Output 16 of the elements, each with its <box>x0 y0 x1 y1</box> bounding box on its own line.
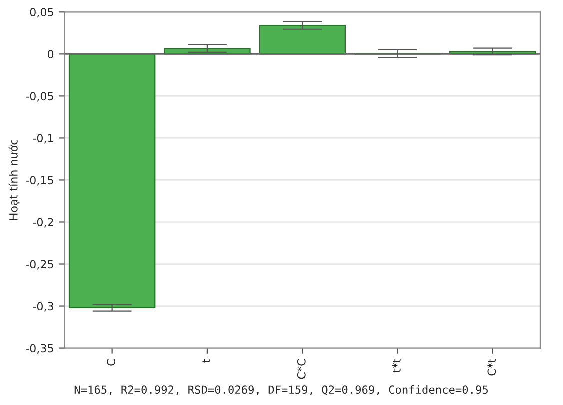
y-tick-label: -0,1 <box>33 134 54 144</box>
x-tick-label: C <box>107 359 116 366</box>
y-tick-label: -0,25 <box>26 260 54 270</box>
text: N=165, R2=0.992, RSD=0.0269, DF=159, Q2=0.969, Confidence=0.95 <box>74 385 488 396</box>
y-tick-label: -0,2 <box>33 218 54 228</box>
y-tick-label: -0,05 <box>26 92 54 102</box>
x-tick-label: t <box>202 358 211 363</box>
y-tick-label: 0 <box>48 50 54 59</box>
y-axis-title: Hoạt tính nước <box>8 140 20 220</box>
y-tick-label: 0,05 <box>30 8 54 18</box>
x-tick-label: C*t <box>488 358 496 376</box>
y-tick-label: -0,3 <box>33 302 54 312</box>
y-tick-label: -0,35 <box>26 344 54 354</box>
x-tick-label: t*t <box>392 358 401 373</box>
y-tick-label: -0,15 <box>26 176 54 186</box>
x-tick-label: C*C <box>297 359 306 380</box>
